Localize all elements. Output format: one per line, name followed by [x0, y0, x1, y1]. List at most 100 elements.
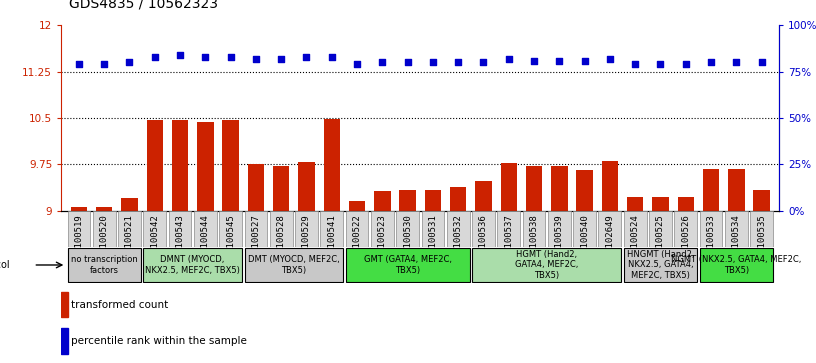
Text: GSM1100519: GSM1100519	[74, 214, 83, 268]
Point	[73, 61, 86, 67]
Text: DMNT (MYOCD,
NKX2.5, MEF2C, TBX5): DMNT (MYOCD, NKX2.5, MEF2C, TBX5)	[145, 255, 240, 275]
Text: no transcription
factors: no transcription factors	[71, 255, 138, 275]
Point	[502, 56, 515, 62]
Bar	[61, 292, 68, 317]
Text: GSM1100541: GSM1100541	[327, 214, 336, 268]
Bar	[526, 166, 543, 211]
Text: GSM1100533: GSM1100533	[707, 214, 716, 268]
Point	[224, 54, 237, 60]
Point	[527, 58, 540, 64]
Point	[578, 58, 591, 64]
Bar	[627, 197, 643, 211]
Point	[730, 60, 743, 65]
Bar	[601, 161, 618, 211]
Point	[300, 54, 313, 60]
FancyBboxPatch shape	[93, 211, 116, 247]
FancyBboxPatch shape	[522, 211, 545, 247]
Bar	[197, 122, 214, 211]
FancyBboxPatch shape	[725, 211, 747, 247]
Point	[250, 56, 263, 62]
Bar	[323, 119, 340, 211]
FancyBboxPatch shape	[472, 211, 494, 247]
Text: GSM1100528: GSM1100528	[277, 214, 286, 268]
Bar	[424, 190, 441, 211]
Text: HNGMT (Hand2,
NKX2.5, GATA4,
MEF2C, TBX5): HNGMT (Hand2, NKX2.5, GATA4, MEF2C, TBX5…	[627, 250, 694, 280]
FancyBboxPatch shape	[371, 211, 393, 247]
Bar	[753, 190, 769, 211]
Bar	[96, 207, 113, 211]
FancyBboxPatch shape	[169, 211, 192, 247]
Text: NGMT (NKX2.5, GATA4, MEF2C,
TBX5): NGMT (NKX2.5, GATA4, MEF2C, TBX5)	[671, 255, 801, 275]
Point	[376, 60, 389, 65]
Text: GSM1100535: GSM1100535	[757, 214, 766, 268]
FancyBboxPatch shape	[295, 211, 318, 247]
Point	[755, 60, 768, 65]
FancyBboxPatch shape	[649, 211, 672, 247]
Text: GSM1100545: GSM1100545	[226, 214, 235, 268]
Point	[199, 54, 212, 60]
Bar	[348, 201, 366, 211]
Text: percentile rank within the sample: percentile rank within the sample	[70, 336, 246, 346]
Text: GSM1102649: GSM1102649	[605, 214, 614, 268]
FancyBboxPatch shape	[144, 248, 242, 282]
Text: GSM1100525: GSM1100525	[656, 214, 665, 268]
Bar	[551, 166, 567, 211]
Text: HGMT (Hand2,
GATA4, MEF2C,
TBX5): HGMT (Hand2, GATA4, MEF2C, TBX5)	[515, 250, 579, 280]
FancyBboxPatch shape	[573, 211, 596, 247]
FancyBboxPatch shape	[447, 211, 469, 247]
Bar	[652, 197, 668, 211]
Point	[552, 58, 565, 64]
Point	[275, 56, 288, 62]
Point	[679, 61, 692, 67]
FancyBboxPatch shape	[750, 211, 773, 247]
Text: GSM1100520: GSM1100520	[100, 214, 109, 268]
FancyBboxPatch shape	[674, 211, 697, 247]
FancyBboxPatch shape	[699, 248, 773, 282]
Point	[149, 54, 162, 60]
Point	[628, 61, 641, 67]
Text: GSM1100524: GSM1100524	[631, 214, 640, 268]
Bar	[71, 207, 87, 211]
FancyBboxPatch shape	[346, 211, 368, 247]
Point	[326, 54, 339, 60]
FancyBboxPatch shape	[498, 211, 520, 247]
Point	[123, 60, 136, 65]
Bar	[223, 121, 239, 211]
FancyBboxPatch shape	[144, 211, 166, 247]
FancyBboxPatch shape	[245, 211, 268, 247]
Bar	[677, 197, 694, 211]
Text: GSM1100527: GSM1100527	[251, 214, 260, 268]
FancyBboxPatch shape	[118, 211, 141, 247]
Bar	[450, 187, 467, 211]
Text: GSM1100539: GSM1100539	[555, 214, 564, 268]
Point	[98, 61, 111, 67]
Point	[654, 61, 667, 67]
Bar	[172, 120, 188, 211]
Bar	[703, 169, 719, 211]
Bar	[374, 191, 391, 211]
Text: transformed count: transformed count	[70, 300, 168, 310]
Bar	[147, 120, 163, 211]
Bar	[475, 181, 492, 211]
Text: GSM1100544: GSM1100544	[201, 214, 210, 268]
Text: GSM1100537: GSM1100537	[504, 214, 513, 268]
FancyBboxPatch shape	[422, 211, 444, 247]
Text: GSM1100531: GSM1100531	[428, 214, 437, 268]
Point	[401, 60, 415, 65]
FancyBboxPatch shape	[194, 211, 217, 247]
FancyBboxPatch shape	[598, 211, 621, 247]
FancyBboxPatch shape	[397, 211, 419, 247]
Text: GSM1100530: GSM1100530	[403, 214, 412, 268]
Text: GMT (GATA4, MEF2C,
TBX5): GMT (GATA4, MEF2C, TBX5)	[364, 255, 451, 275]
FancyBboxPatch shape	[623, 248, 697, 282]
Text: GSM1100523: GSM1100523	[378, 214, 387, 268]
FancyBboxPatch shape	[270, 211, 293, 247]
Bar	[122, 198, 138, 211]
Bar	[273, 166, 290, 211]
Bar	[576, 170, 592, 211]
FancyBboxPatch shape	[68, 248, 141, 282]
FancyBboxPatch shape	[623, 211, 646, 247]
Text: GSM1100534: GSM1100534	[732, 214, 741, 268]
Text: GSM1100543: GSM1100543	[175, 214, 184, 268]
Point	[477, 60, 490, 65]
